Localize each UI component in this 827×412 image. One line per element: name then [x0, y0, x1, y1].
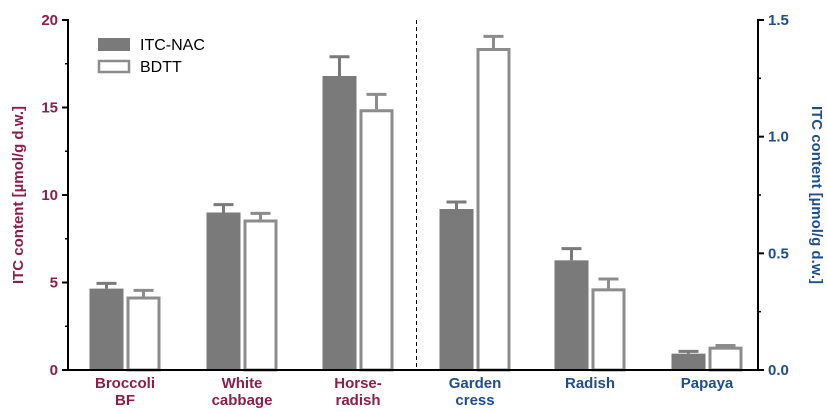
right-tick-label-1: 0.5	[768, 245, 789, 262]
bar-bdtt-0	[126, 296, 161, 372]
legend-label-bdtt: BDTT	[140, 59, 182, 76]
category-label-1-1: cabbage	[212, 392, 273, 409]
category-label-0-1: BF	[115, 392, 135, 409]
left-axis-title: ITC content [µmol/g d.w.]	[10, 106, 27, 284]
left-tick-label-0: 0	[50, 362, 58, 379]
legend-swatch-bdtt	[97, 59, 131, 74]
bar-bdtt-4	[591, 288, 626, 372]
ticks-layer: 0 5 10 15 20 0.0 0.5 1.0 1.5	[41, 12, 789, 379]
bar-itc-nac-3	[439, 209, 474, 370]
left-tick-label-2: 10	[41, 187, 58, 204]
right-axis-title: ITC content [µmol/g d.w.]	[808, 106, 825, 284]
legend-label-itc-nac: ITC-NAC	[140, 37, 205, 54]
category-label-5-0: Papaya	[681, 375, 734, 392]
category-label-1-0: White	[222, 375, 263, 392]
category-label-3-1: cress	[455, 392, 494, 409]
bar-bdtt-5	[708, 346, 743, 372]
left-tick-label-4: 20	[41, 12, 58, 29]
left-tick-label-3: 15	[41, 100, 58, 117]
bar-bdtt-1	[243, 219, 278, 372]
bar-itc-nac-4	[554, 260, 589, 370]
legend-swatch-itc-nac	[98, 38, 130, 51]
category-label-4-0: Radish	[565, 375, 615, 392]
category-label-0-0: Broccoli	[95, 375, 155, 392]
bar-bdtt-2	[359, 109, 394, 372]
bar-itc-nac-0	[89, 288, 124, 370]
category-label-3-0: Garden	[449, 375, 502, 392]
bars-layer	[89, 34, 743, 372]
category-label-2-1: radish	[335, 392, 380, 409]
left-tick-label-1: 5	[50, 275, 58, 292]
bar-bdtt-3	[476, 48, 511, 372]
legend: ITC-NAC BDTT	[97, 37, 205, 76]
bar-itc-nac-1	[206, 212, 241, 370]
right-tick-label-0: 0.0	[768, 362, 789, 379]
bar-itc-nac-2	[322, 76, 357, 370]
right-tick-label-3: 1.5	[768, 12, 789, 29]
bar-itc-nac-5	[671, 353, 706, 370]
right-tick-label-2: 1.0	[768, 129, 789, 146]
category-label-2-0: Horse-	[334, 375, 382, 392]
